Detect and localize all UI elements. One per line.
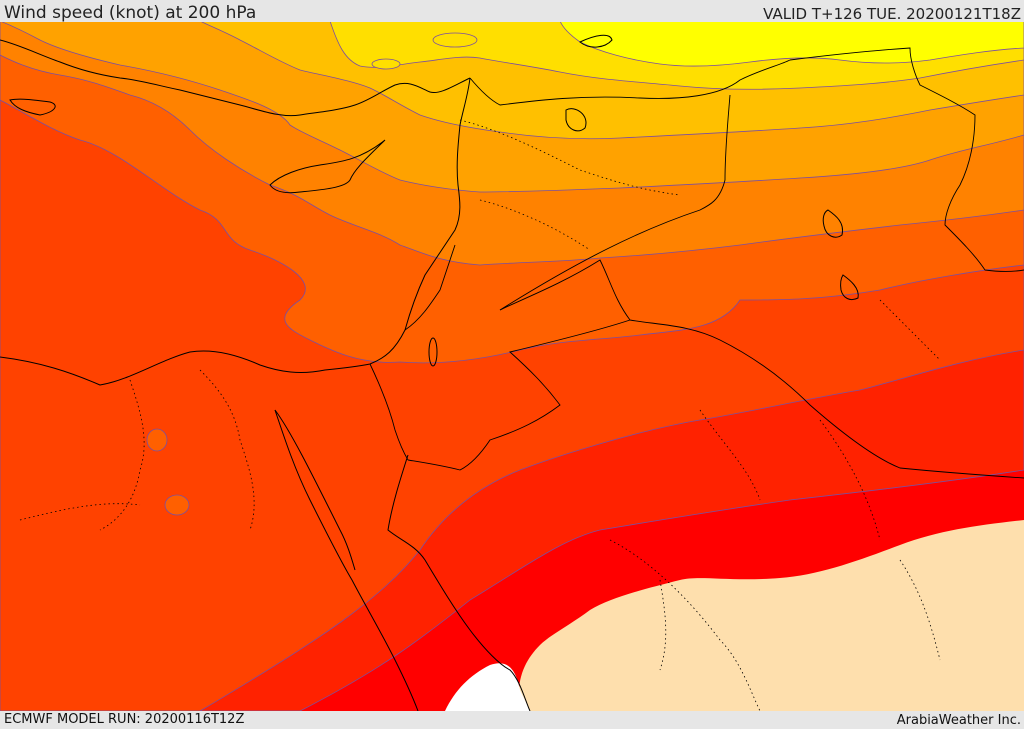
province-lines	[19, 119, 941, 711]
coastlines	[0, 34, 859, 711]
model-run-label: ECMWF MODEL RUN: 20200116T12Z	[4, 712, 245, 727]
credit-label: ArabiaWeather Inc.	[896, 713, 1021, 728]
orange-blob-2	[164, 494, 190, 516]
band-yellow	[559, 21, 1024, 67]
jet-core-blob-1	[432, 32, 478, 48]
map-canvas	[0, 21, 1024, 711]
orange-blob-1	[146, 428, 168, 452]
footer-bar: ECMWF MODEL RUN: 20200116T12Z ArabiaWeat…	[0, 711, 1024, 729]
jet-core-blob-2	[371, 58, 401, 70]
land-beige-region	[518, 520, 1024, 711]
header-bar: Wind speed (knot) at 200 hPa VALID T+126…	[0, 0, 1024, 23]
chart-title: Wind speed (knot) at 200 hPa	[4, 3, 257, 23]
sea-white-region	[445, 663, 530, 711]
wind-speed-map[interactable]	[0, 21, 1024, 711]
valid-time-label: VALID T+126 TUE. 20200121T18Z	[763, 5, 1021, 23]
country-borders	[369, 47, 1024, 479]
